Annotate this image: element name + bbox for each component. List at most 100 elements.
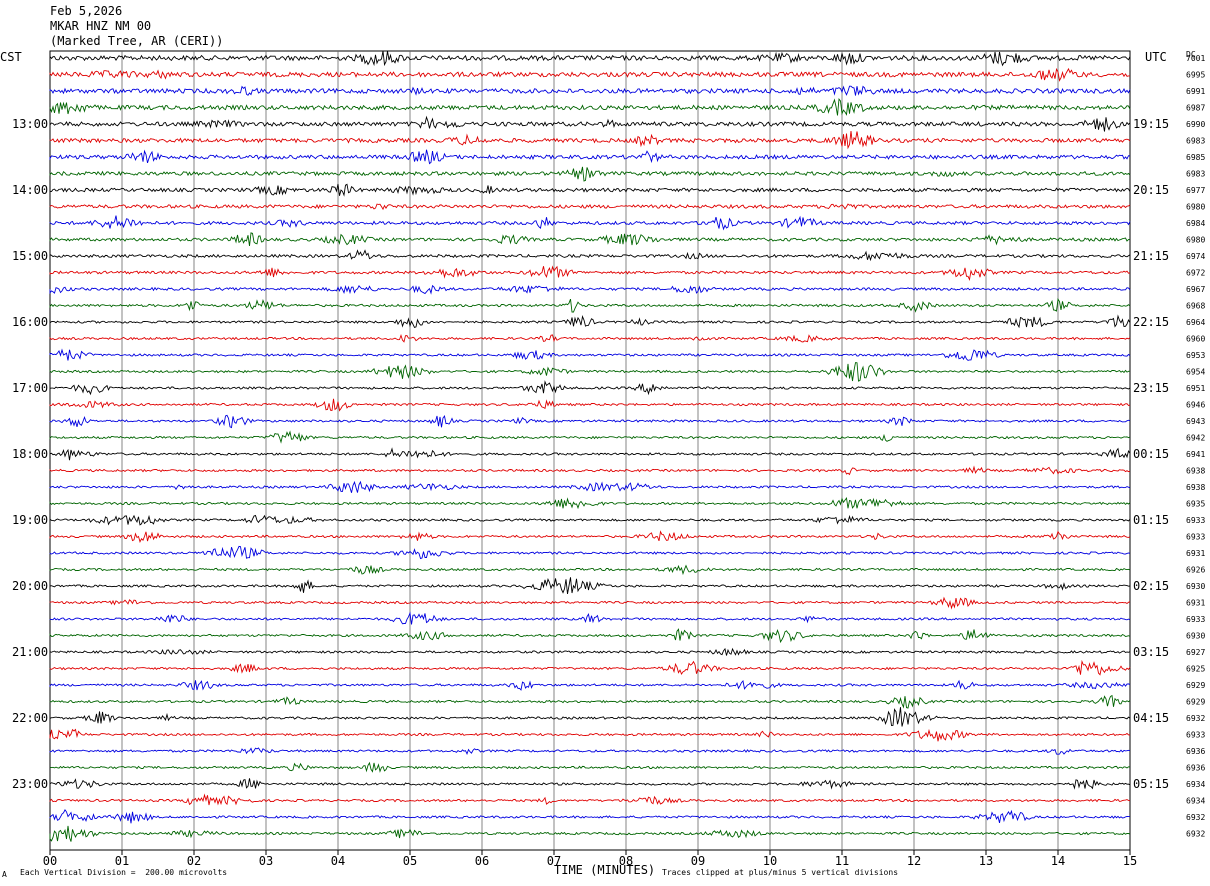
right-hour-label: 01:15 — [1133, 513, 1169, 527]
left-hour-label: 22:00 — [12, 711, 48, 725]
dc-offset-label: 6960 — [1186, 335, 1205, 344]
dc-offset-label: 6936 — [1186, 764, 1205, 773]
seismic-trace — [49, 149, 1131, 165]
station-location: (Marked Tree, AR (CERI)) — [50, 34, 224, 48]
dc-offset-label: 6935 — [1186, 500, 1205, 509]
seismic-trace — [49, 265, 1131, 281]
dc-offset-label: 6967 — [1186, 285, 1205, 294]
dc-offset-header: DC — [1186, 50, 1196, 59]
x-tick-label: 02 — [187, 854, 201, 868]
dc-offset-label: 6934 — [1186, 797, 1205, 806]
dc-offset-label: 6933 — [1186, 533, 1205, 542]
x-tick-label: 00 — [43, 854, 57, 868]
right-hour-label: 19:15 — [1133, 117, 1169, 131]
seismic-trace — [49, 183, 1131, 197]
dc-offset-label: 7001 — [1186, 54, 1205, 63]
plot-frame — [49, 50, 1131, 851]
seismic-trace — [49, 707, 1131, 727]
dc-offset-label: 6925 — [1186, 665, 1205, 674]
left-timezone-label: CST — [0, 50, 22, 64]
left-hour-label: 19:00 — [12, 513, 48, 527]
seismic-trace — [49, 130, 1131, 150]
seismic-trace — [49, 348, 1131, 361]
right-hour-label: 21:15 — [1133, 249, 1169, 263]
left-hour-label: 13:00 — [12, 117, 48, 131]
seismic-trace — [49, 728, 1131, 742]
x-tick-label: 01 — [115, 854, 129, 868]
seismic-trace — [49, 564, 1131, 576]
seismic-trace — [49, 50, 1131, 67]
dc-offset-label: 6983 — [1186, 137, 1205, 146]
seismic-trace — [49, 166, 1131, 182]
seismic-trace — [49, 414, 1131, 429]
vertical-scale-note: Each Vertical Division = 200.00 microvol… — [20, 868, 228, 877]
x-tick-label: 06 — [475, 854, 489, 868]
x-tick-label: 08 — [619, 854, 633, 868]
seismic-trace — [49, 430, 1131, 444]
dc-offset-label: 6964 — [1186, 318, 1205, 327]
seismic-trace — [49, 97, 1131, 116]
corner-mark: A — [2, 870, 7, 879]
seismic-trace — [49, 362, 1131, 382]
x-tick-label: 07 — [547, 854, 561, 868]
dc-offset-label: 6926 — [1186, 566, 1205, 575]
clip-note: Traces clipped at plus/minus 5 vertical … — [662, 868, 899, 877]
dc-offset-label: 6977 — [1186, 186, 1205, 195]
seismic-trace — [49, 249, 1131, 262]
x-tick-label: 11 — [835, 854, 849, 868]
dc-offset-label: 6933 — [1186, 516, 1205, 525]
right-hour-label: 23:15 — [1133, 381, 1169, 395]
seismic-trace — [49, 284, 1131, 295]
dc-offset-label: 6938 — [1186, 483, 1205, 492]
dc-offset-label: 6929 — [1186, 698, 1205, 707]
seismic-trace — [49, 496, 1131, 510]
seismic-trace — [49, 398, 1131, 412]
dc-offset-label: 6954 — [1186, 368, 1205, 377]
dc-offset-label: 6968 — [1186, 302, 1205, 311]
dc-offset-label: 6932 — [1186, 813, 1205, 822]
seismic-trace — [49, 628, 1131, 644]
dc-offset-label: 6946 — [1186, 401, 1205, 410]
dc-offset-label: 6974 — [1186, 252, 1205, 261]
dc-offset-label: 6991 — [1186, 87, 1205, 96]
seismic-trace — [49, 67, 1130, 82]
left-hour-label: 21:00 — [12, 645, 48, 659]
x-tick-label: 09 — [691, 854, 705, 868]
seismic-trace — [49, 380, 1131, 396]
seismic-trace — [49, 761, 1131, 773]
seismic-trace — [49, 447, 1131, 461]
dc-offset-label: 6942 — [1186, 434, 1205, 443]
dc-offset-label: 6951 — [1186, 384, 1205, 393]
seismic-trace — [49, 314, 1131, 329]
dc-offset-label: 6980 — [1186, 203, 1205, 212]
dc-offset-label: 6990 — [1186, 120, 1205, 129]
seismic-trace — [49, 747, 1131, 755]
seismic-trace — [49, 647, 1131, 656]
x-tick-label: 13 — [979, 854, 993, 868]
x-tick-label: 03 — [259, 854, 273, 868]
seismic-trace — [49, 778, 1131, 790]
dc-offset-label: 6931 — [1186, 599, 1205, 608]
x-tick-label: 10 — [763, 854, 777, 868]
x-tick-label: 15 — [1123, 854, 1137, 868]
dc-offset-label: 6932 — [1186, 714, 1205, 723]
dc-offset-label: 6936 — [1186, 747, 1205, 756]
dc-offset-label: 6933 — [1186, 615, 1205, 624]
right-hour-label: 22:15 — [1133, 315, 1169, 329]
dc-offset-label: 6933 — [1186, 731, 1205, 740]
seismic-trace — [49, 480, 1131, 493]
dc-offset-label: 6980 — [1186, 236, 1205, 245]
plot-date: Feb 5,2026 — [50, 4, 123, 18]
seismic-trace — [49, 809, 1130, 824]
dc-offset-label: 6931 — [1186, 549, 1205, 558]
left-hour-label: 15:00 — [12, 249, 48, 263]
seismic-trace — [49, 611, 1131, 625]
seismic-trace — [49, 679, 1131, 691]
right-hour-label: 05:15 — [1133, 777, 1169, 791]
dc-offset-label: 6995 — [1186, 71, 1205, 80]
right-hour-label: 02:15 — [1133, 579, 1169, 593]
left-hour-label: 18:00 — [12, 447, 48, 461]
left-hour-label: 20:00 — [12, 579, 48, 593]
seismic-trace — [49, 215, 1131, 231]
x-tick-label: 12 — [907, 854, 921, 868]
